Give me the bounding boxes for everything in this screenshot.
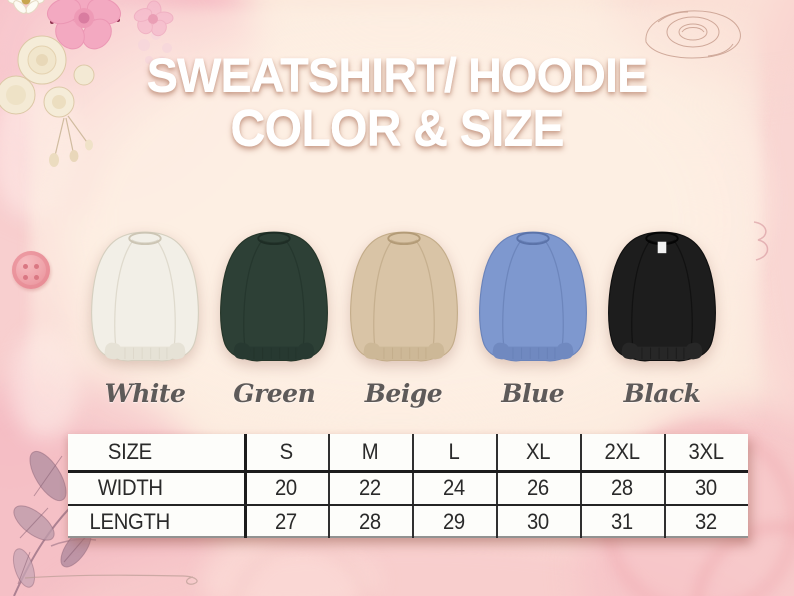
size-value: 24 bbox=[443, 474, 465, 500]
product-card: Beige bbox=[342, 224, 466, 408]
table-divider bbox=[68, 536, 748, 538]
cherry-blossom-icon bbox=[47, 0, 121, 50]
swirl-icon bbox=[753, 221, 769, 261]
title-line-2: COLOR & SIZE bbox=[230, 98, 564, 156]
size-col-header: XL bbox=[525, 439, 551, 464]
size-col-header: L bbox=[448, 439, 460, 464]
size-col-header: M bbox=[361, 439, 379, 464]
product-card: White bbox=[83, 224, 207, 408]
table-row: WIDTH 20 22 24 26 28 30 bbox=[68, 471, 748, 504]
pink-wash bbox=[0, 150, 80, 470]
table-divider bbox=[68, 470, 748, 473]
cherry-blossom-icon bbox=[133, 0, 174, 37]
size-value: 29 bbox=[443, 508, 465, 534]
size-chart-table: SIZE S M L XL 2XL 3XL WIDTH 20 22 24 26 28 30 LENGTH 27… bbox=[68, 434, 748, 538]
size-value: 28 bbox=[359, 508, 381, 534]
size-value: 27 bbox=[275, 508, 297, 534]
table-row: LENGTH 27 28 29 30 31 32 bbox=[68, 505, 748, 538]
table-divider bbox=[664, 434, 666, 538]
size-col-header: 2XL bbox=[604, 439, 640, 464]
table-divider bbox=[244, 434, 247, 538]
sweatshirt-graphic bbox=[349, 231, 458, 362]
table-divider bbox=[328, 434, 330, 538]
size-value: 32 bbox=[695, 508, 717, 534]
color-label: Blue bbox=[501, 379, 565, 408]
wash-highlight bbox=[10, 330, 80, 440]
sweatshirt-graphic bbox=[220, 231, 329, 362]
color-label: White bbox=[104, 379, 186, 408]
branch-line-icon bbox=[25, 574, 198, 585]
page-title: SWEATSHIRT/ HOODIE COLOR & SIZE bbox=[0, 48, 794, 156]
row-label: LENGTH bbox=[89, 508, 171, 534]
sweatshirt-graphic bbox=[478, 231, 587, 362]
size-value: 28 bbox=[611, 474, 633, 500]
color-label: Black bbox=[623, 379, 701, 408]
size-value: 31 bbox=[611, 508, 633, 534]
table-divider bbox=[496, 434, 498, 538]
title-line-1: SWEATSHIRT/ HOODIE bbox=[146, 48, 649, 101]
size-value: 30 bbox=[527, 508, 549, 534]
product-row: White Green Beige bbox=[83, 224, 724, 408]
product-card: Blue bbox=[471, 224, 595, 408]
size-col-header: SIZE bbox=[108, 439, 152, 464]
table-row: SIZE S M L XL 2XL 3XL bbox=[68, 434, 748, 470]
pink-wash bbox=[40, 528, 780, 596]
size-value: 26 bbox=[527, 474, 549, 500]
color-label: Beige bbox=[364, 379, 443, 408]
size-value: 22 bbox=[359, 474, 381, 500]
table-divider bbox=[68, 504, 748, 506]
table-divider bbox=[580, 434, 582, 538]
product-card: Black bbox=[600, 224, 724, 408]
sweatshirt-graphic bbox=[91, 231, 199, 362]
sewing-button-icon bbox=[12, 251, 50, 289]
daisy-icon bbox=[7, 0, 45, 14]
table-divider bbox=[412, 434, 414, 538]
wash-highlight bbox=[200, 545, 380, 596]
petal-ring-icon bbox=[230, 540, 374, 596]
color-label: Green bbox=[233, 379, 316, 408]
product-card: Green bbox=[212, 224, 336, 408]
size-value: 20 bbox=[275, 474, 297, 500]
row-label: WIDTH bbox=[97, 474, 163, 500]
size-col-header: 3XL bbox=[688, 439, 724, 464]
size-col-header: S bbox=[279, 439, 293, 464]
size-value: 30 bbox=[695, 474, 717, 500]
sweatshirt-graphic bbox=[608, 231, 716, 362]
